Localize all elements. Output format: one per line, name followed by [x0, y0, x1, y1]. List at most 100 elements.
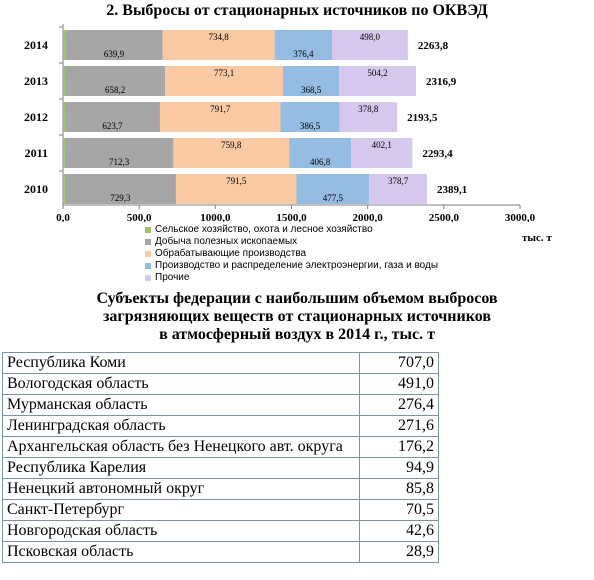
y-tick-label: 2013	[24, 74, 48, 88]
total-label: 2263,8	[418, 40, 449, 52]
legend-label: Обрабатывающие производства	[155, 248, 307, 259]
value-cell: 42,6	[359, 520, 439, 542]
data-label: 406,8	[310, 157, 331, 167]
legend-label: Прочие	[155, 272, 190, 283]
bar-segment	[64, 102, 160, 132]
bar-segment	[280, 102, 340, 132]
legend-label: Производство и распределение электроэнер…	[155, 260, 439, 271]
bar-segment	[63, 174, 65, 204]
bar-segment	[63, 30, 66, 60]
bar-segment	[64, 174, 176, 204]
x-tick-label: 0,0	[56, 212, 70, 222]
x-tick-label: 500,0	[127, 212, 152, 222]
legend-item-manufacturing: Обрабатывающие производства	[145, 248, 438, 260]
table-row: Псковская область 28,9	[2, 541, 439, 563]
x-tick-label: 2500,0	[429, 212, 460, 222]
data-label: 623,7	[102, 121, 123, 131]
legend-item-agriculture: Сельское хозяйство, охота и лесное хозяй…	[145, 224, 438, 236]
region-cell: Санкт-Петербург	[2, 499, 360, 521]
bar-segment	[64, 66, 166, 96]
table-row: Ленинградская область 271,6	[2, 415, 439, 437]
data-label: 639,9	[104, 49, 125, 59]
table-title-line: в атмосферный воздух в 2014 г., тыс. т	[159, 326, 435, 343]
bar-segment	[274, 30, 332, 60]
legend-swatch	[145, 239, 151, 245]
x-tick-label: 1000,0	[200, 212, 231, 222]
bar-segment	[296, 174, 370, 204]
bar-segment	[63, 138, 65, 168]
chart-title: 2. Выбросы от стационарных источников по…	[106, 2, 488, 19]
bar-segment	[162, 30, 275, 60]
legend-label: Добыча полезных ископаемых	[155, 236, 298, 247]
bar-segment	[351, 138, 413, 168]
region-cell: Ненецкий автономный округ	[2, 478, 360, 500]
table-title: Субъекты федерации с наибольшим объемом …	[0, 290, 594, 344]
data-label: 402,1	[372, 140, 392, 150]
legend-item-mining: Добыча полезных ископаемых	[145, 236, 438, 248]
region-cell: Вологодская область	[2, 373, 360, 395]
data-label: 773,1	[214, 68, 234, 78]
x-tick-label: 2000,0	[353, 212, 384, 222]
total-label: 2293,4	[422, 148, 453, 160]
data-label: 658,2	[105, 85, 125, 95]
bar-segment	[289, 138, 352, 168]
legend-swatch	[145, 251, 151, 257]
chart-legend: Сельское хозяйство, охота и лесное хозяй…	[145, 224, 438, 284]
region-cell: Псковская область	[2, 541, 360, 563]
data-label: 791,5	[226, 176, 247, 186]
bar-segment	[331, 30, 408, 60]
y-tick-label: 2014	[24, 38, 48, 52]
legend-label: Сельское хозяйство, охота и лесное хозяй…	[155, 224, 373, 235]
y-tick-label: 2010	[24, 182, 48, 196]
value-cell: 70,5	[359, 499, 439, 521]
table-row: Республика Коми 707,0	[2, 352, 439, 374]
data-label: 712,3	[109, 157, 130, 167]
value-cell: 271,6	[359, 415, 439, 437]
bar-segment	[173, 138, 290, 168]
bar-segment	[175, 174, 297, 204]
table-title-line: Субъекты федерации с наибольшим объемом …	[96, 290, 498, 307]
table-row: Вологодская область 491,0	[2, 373, 439, 395]
table-title-line: загрязняющих веществ от стационарных ист…	[103, 308, 491, 325]
region-cell: Республика Карелия	[2, 457, 360, 479]
table-row: Республика Карелия 94,9	[2, 457, 439, 479]
legend-swatch	[145, 263, 151, 269]
data-label: 504,2	[367, 68, 387, 78]
value-cell: 28,9	[359, 541, 439, 563]
stacked-bar-chart: 201414,7639,9734,8376,4498,02263,8201312…	[24, 24, 536, 222]
legend-swatch	[145, 227, 151, 233]
x-axis-unit-label: тыс. т	[522, 232, 552, 244]
table-row: Ненецкий автономный округ 85,8	[2, 478, 439, 500]
bar-segment	[63, 66, 65, 96]
data-label: 734,8	[209, 32, 230, 42]
legend-item-energy: Производство и распределение электроэнер…	[145, 260, 438, 272]
table-row: Мурманская область 276,4	[2, 394, 439, 416]
y-tick-label: 2012	[24, 110, 48, 124]
value-cell: 176,2	[359, 436, 439, 458]
value-cell: 276,4	[359, 394, 439, 416]
bar-segment	[159, 102, 281, 132]
bar-segment	[282, 66, 340, 96]
total-label: 2193,5	[407, 112, 438, 124]
bar-segment	[339, 102, 398, 132]
data-label: 477,5	[323, 193, 344, 203]
bar-segment	[64, 138, 174, 168]
region-cell: Республика Коми	[2, 352, 360, 374]
value-cell: 85,8	[359, 478, 439, 500]
data-label: 729,3	[110, 193, 131, 203]
legend-swatch	[145, 275, 151, 281]
bar-segment	[63, 102, 65, 132]
table-row: Новгородская область 42,6	[2, 520, 439, 542]
bar-segment	[339, 66, 416, 96]
total-label: 2316,9	[426, 76, 457, 88]
data-label: 498,0	[360, 32, 381, 42]
value-cell: 707,0	[359, 352, 439, 374]
table-row: Архангельская область без Ненецкого авт.…	[2, 436, 439, 458]
bar-segment	[65, 30, 163, 60]
y-tick-label: 2011	[25, 146, 48, 160]
region-cell: Новгородская область	[2, 520, 360, 542]
region-cell: Мурманская область	[2, 394, 360, 416]
regions-table: Республика Коми 707,0 Вологодская область…	[2, 352, 439, 563]
table-row: Санкт-Петербург 70,5	[2, 499, 439, 521]
data-label: 378,7	[388, 176, 409, 186]
